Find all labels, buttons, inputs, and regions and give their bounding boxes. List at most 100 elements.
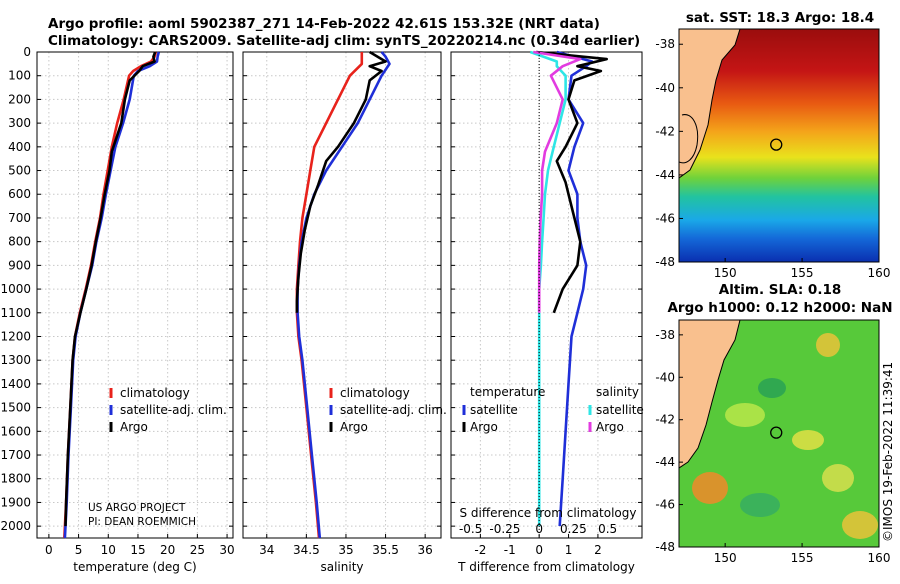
s-tick-label: -0.25 <box>489 522 520 536</box>
map-y-tick-label: -40 <box>655 370 675 384</box>
x-tick-label: 0 <box>45 543 53 557</box>
x-tick-label: 20 <box>160 543 175 557</box>
sla-blob <box>792 430 824 450</box>
depth-tick-label: 1000 <box>0 282 31 296</box>
x-tick-label: 30 <box>219 543 234 557</box>
depth-tick-label: 300 <box>8 116 31 130</box>
depth-tick-label: 1600 <box>0 424 31 438</box>
depth-tick-label: 400 <box>8 140 31 154</box>
map-x-tick-label: 155 <box>791 266 814 280</box>
x-axis-label: salinity <box>320 560 363 574</box>
x-tick-label: 1 <box>565 543 573 557</box>
map-y-tick-label: -44 <box>655 168 675 182</box>
map-x-tick-label: 160 <box>868 551 891 565</box>
depth-tick-label: 500 <box>8 164 31 178</box>
sla-blob <box>816 333 840 357</box>
copyright: ©IMOS 19-Feb-2022 11:39:41 <box>881 362 895 542</box>
map-y-tick-label: -48 <box>655 255 675 269</box>
sla-map-axes: 150 155 160 -38 -40 -42 -44 -46 -48 <box>655 328 890 565</box>
temperature-panel: 0100200300400500600700800900100011001200… <box>0 45 234 574</box>
axes-frame <box>450 51 643 539</box>
x-axis-label-top: S difference from climatology <box>460 506 637 520</box>
depth-tick-label: 1300 <box>0 353 31 367</box>
legend-label: Argo <box>596 420 624 434</box>
sst-land <box>679 29 741 179</box>
sla-map-title-1: Altim. SLA: 0.18 <box>719 282 841 298</box>
x-axis-label: T difference from climatology <box>457 560 635 574</box>
salinity-panel: 34 34.5 35 35.5 36 salinity climatology satelli… <box>242 50 447 574</box>
credit-line-1: US ARGO PROJECT <box>88 502 186 514</box>
sst-argo-marker <box>770 138 783 151</box>
map-x-tick-label: 160 <box>868 266 891 280</box>
x-tick-label: 25 <box>190 543 205 557</box>
depth-tick-label: 600 <box>8 187 31 201</box>
sla-map-title-2: Argo h1000: 0.12 h2000: NaN <box>667 300 892 316</box>
depth-tick-label: 200 <box>8 92 31 106</box>
depth-tick-label: 1400 <box>0 377 31 391</box>
x-tick-label: 2 <box>594 543 602 557</box>
legend-label: satellite <box>470 403 518 417</box>
sla-blob <box>740 493 780 517</box>
depth-tick-label: 1900 <box>0 495 31 509</box>
depth-tick-label: 100 <box>8 69 31 83</box>
depth-tick-label: 800 <box>8 235 31 249</box>
legend-label: Argo <box>340 420 368 434</box>
map-y-tick-label: -38 <box>655 328 675 342</box>
map-x-tick-label: 150 <box>714 551 737 565</box>
axes-frame <box>36 51 234 539</box>
x-tick-label: 34 <box>259 543 274 557</box>
map-y-tick-label: -46 <box>655 498 675 512</box>
x-tick-label: 10 <box>101 543 116 557</box>
x-tick-label: 34.5 <box>293 543 320 557</box>
x-tick-label: 36 <box>418 543 433 557</box>
x-tick-label: 35.5 <box>372 543 399 557</box>
series-line-s-argo <box>533 50 582 313</box>
axes-frame <box>242 51 442 539</box>
series-line-t-argo <box>536 50 608 314</box>
x-axis-label: temperature (deg C) <box>73 560 196 574</box>
map-y-tick-label: -40 <box>655 81 675 95</box>
depth-tick-label: 700 <box>8 211 31 225</box>
depth-tick-label: 1800 <box>0 472 31 486</box>
credit-line-2: PI: DEAN ROEMMICH <box>88 516 196 528</box>
legend-label: climatology <box>120 386 190 400</box>
legend-label: satellite-adj. clim. <box>120 403 227 417</box>
x-tick-label: 0 <box>535 543 543 557</box>
legend-label: climatology <box>340 386 410 400</box>
sla-frame <box>678 319 880 548</box>
sst-map-axes: 150 155 160 -38 -40 -42 -44 -46 -48 <box>655 37 890 280</box>
map-y-tick-label: -42 <box>655 413 675 427</box>
depth-tick-label: 1700 <box>0 448 31 462</box>
difference-panel: -2 -1 0 1 2 T difference from climatology S di… <box>450 50 644 574</box>
legend-title: salinity <box>596 385 639 399</box>
sla-blob <box>822 464 854 492</box>
header-line-1: Argo profile: aoml 5902387_271 14-Feb-20… <box>48 16 600 32</box>
depth-tick-label: 2000 <box>0 519 31 533</box>
sla-argo-marker <box>770 426 783 439</box>
legend-label: satellite <box>596 403 644 417</box>
sst-coastline <box>679 114 699 164</box>
s-tick-label: 0.5 <box>598 522 617 536</box>
map-y-tick-label: -44 <box>655 455 675 469</box>
header-line-2: Climatology: CARS2009. Satellite-adj cli… <box>48 33 640 49</box>
sst-map: sat. SST: 18.3 Argo: 18.4 150 155 160 -38 -4… <box>655 10 890 280</box>
series-line-t-satellite <box>556 50 594 527</box>
depth-tick-label: 1200 <box>0 329 31 343</box>
s-tick-label: 0.25 <box>560 522 587 536</box>
sla-blob <box>725 403 765 427</box>
x-tick-label: 5 <box>75 543 83 557</box>
series-line-argo <box>64 51 157 527</box>
map-x-tick-label: 150 <box>714 266 737 280</box>
sst-frame <box>678 28 880 263</box>
sla-blob <box>842 511 878 539</box>
s-tick-label: -0.5 <box>459 522 482 536</box>
legend-label: Argo <box>120 420 148 434</box>
map-y-tick-label: -42 <box>655 124 675 138</box>
legend-title: temperature <box>470 385 545 399</box>
depth-tick-label: 1100 <box>0 306 31 320</box>
sst-map-title: sat. SST: 18.3 Argo: 18.4 <box>686 10 874 26</box>
series-line-climatology <box>63 51 158 539</box>
sla-land <box>679 320 741 469</box>
series-line-argo <box>295 50 387 313</box>
